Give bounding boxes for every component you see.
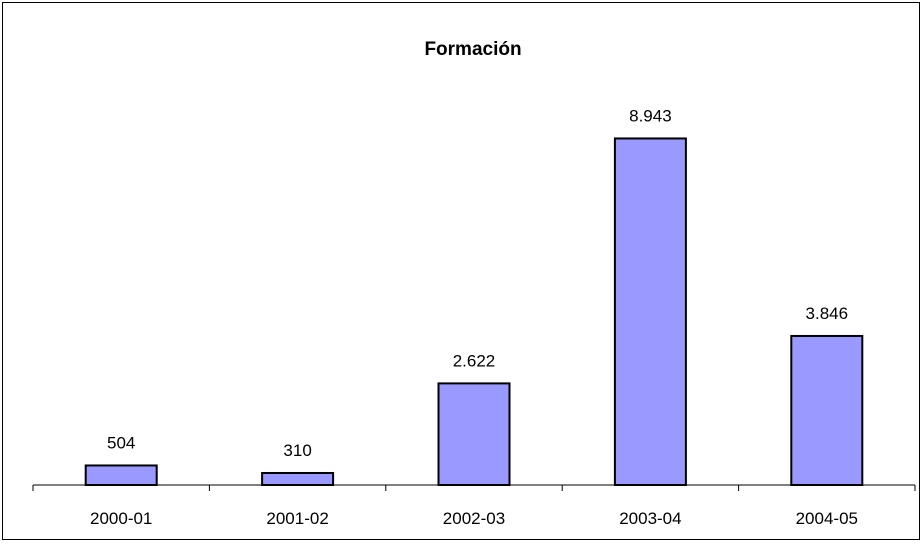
x-axis: 2000-01 2001-02 2002-03 2003-04 2004-05 bbox=[32, 484, 916, 528]
x-tick-label-2001-02: 2001-02 bbox=[266, 509, 328, 528]
data-label-2004-05: 3.846 bbox=[806, 304, 849, 323]
x-tick-label-2002-03: 2002-03 bbox=[443, 509, 505, 528]
data-label-2000-01: 504 bbox=[107, 433, 135, 452]
x-tick-label-2004-05: 2004-05 bbox=[796, 509, 858, 528]
bar-2004-05 bbox=[790, 334, 864, 486]
bar-2003-04 bbox=[613, 137, 687, 487]
bar-2002-03 bbox=[437, 382, 511, 486]
x-tick-label-2000-01: 2000-01 bbox=[90, 509, 152, 528]
bar-2000-01 bbox=[84, 464, 158, 487]
x-tick-label-2003-04: 2003-04 bbox=[619, 509, 681, 528]
data-label-2001-02: 310 bbox=[283, 441, 311, 460]
data-label-2003-04: 8.943 bbox=[629, 106, 672, 125]
data-label-2002-03: 2.622 bbox=[453, 351, 496, 370]
data-labels-layer: 504 310 2.622 8.943 3.846 bbox=[107, 106, 848, 460]
chart-title: Formación bbox=[424, 39, 521, 60]
bars-layer bbox=[84, 137, 864, 487]
bar-2001-02 bbox=[261, 471, 335, 486]
